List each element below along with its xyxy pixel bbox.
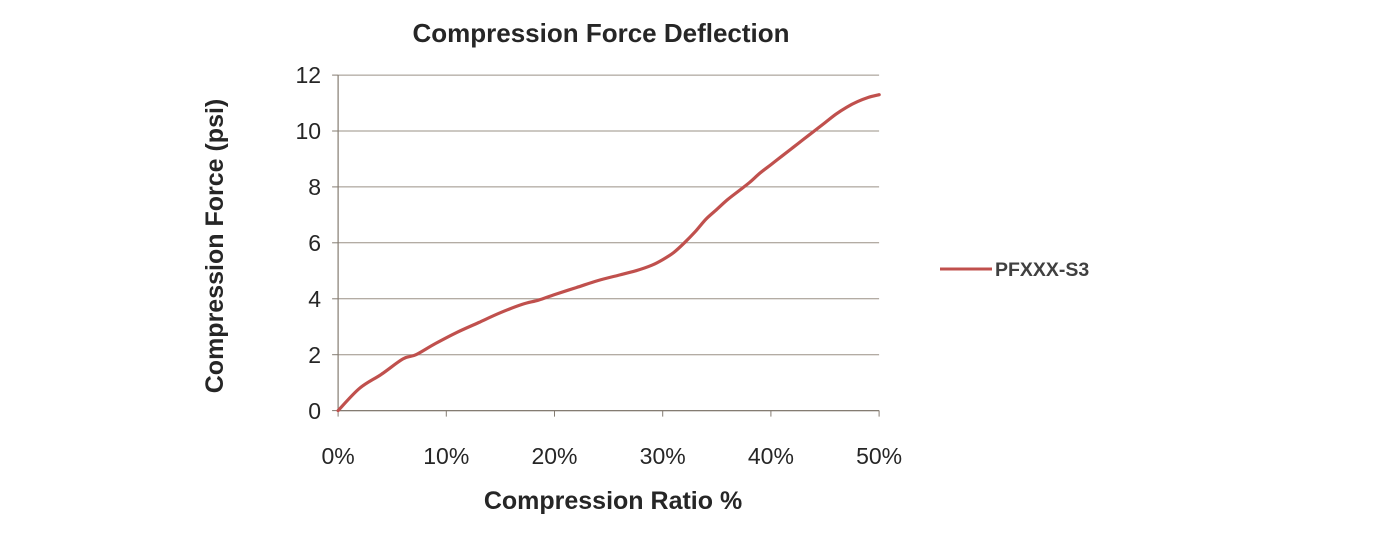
svg-text:8: 8 [308,174,321,200]
svg-text:50%: 50% [856,443,902,469]
svg-text:2: 2 [308,342,321,368]
svg-text:6: 6 [308,230,321,256]
svg-text:12: 12 [296,62,322,88]
svg-text:20%: 20% [531,443,577,469]
svg-text:40%: 40% [748,443,794,469]
svg-text:0: 0 [308,398,321,424]
svg-text:10: 10 [296,118,322,144]
svg-text:PFXXX-S3: PFXXX-S3 [995,259,1089,281]
svg-text:10%: 10% [423,443,469,469]
svg-text:Compression Force Deflection: Compression Force Deflection [412,18,789,48]
svg-text:30%: 30% [640,443,686,469]
svg-text:Compression Ratio %: Compression Ratio % [484,487,742,515]
svg-text:0%: 0% [321,443,354,469]
svg-text:Compression Force (psi): Compression Force (psi) [201,99,229,394]
svg-text:4: 4 [308,286,321,312]
